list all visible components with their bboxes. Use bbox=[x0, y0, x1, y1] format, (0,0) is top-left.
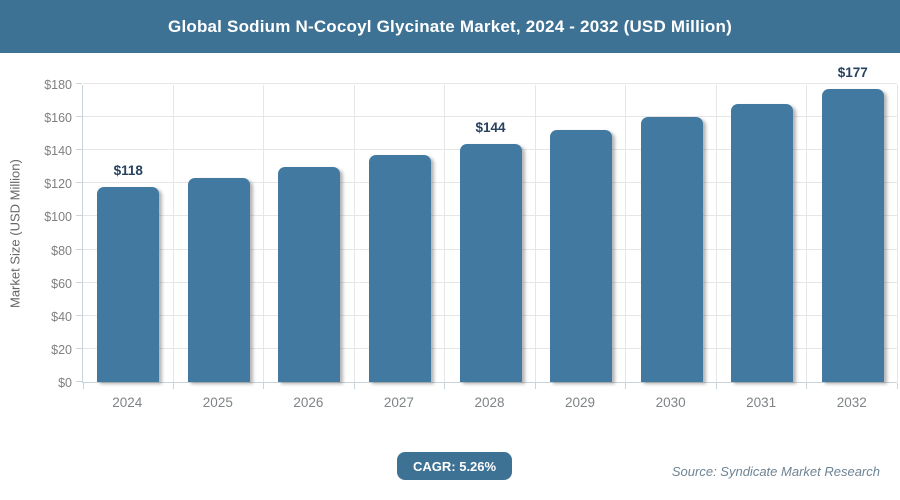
bar-2028 bbox=[459, 143, 522, 382]
gridline-vertical bbox=[172, 85, 174, 382]
cagr-label: CAGR: 5.26% bbox=[413, 458, 497, 474]
x-label-2025: 2025 bbox=[202, 395, 233, 410]
plot-area: $118 $144 $177 bbox=[76, 65, 898, 389]
gridline-horizontal bbox=[83, 83, 897, 84]
gridline-vertical bbox=[625, 85, 627, 382]
x-label-2032: 2032 bbox=[836, 395, 867, 410]
x-tick-mark bbox=[625, 383, 627, 389]
gridline-vertical bbox=[806, 85, 808, 382]
gridline-vertical bbox=[353, 85, 355, 382]
x-label-2026: 2026 bbox=[293, 395, 324, 410]
bar-2032 bbox=[821, 88, 884, 382]
y-tick-mark bbox=[76, 182, 82, 184]
y-tick-mark bbox=[76, 281, 82, 283]
gridline-vertical bbox=[715, 85, 717, 382]
bar-2030 bbox=[640, 117, 703, 382]
chart-title-bar: Global Sodium N-Cocoyl Glycinate Market,… bbox=[0, 0, 900, 53]
x-tick-mark bbox=[897, 383, 898, 389]
x-axis-labels: 2024 2025 2026 2027 2028 2029 2030 2031 2032 bbox=[82, 395, 897, 413]
y-tick-label-120: $120 bbox=[44, 177, 72, 192]
x-label-2029: 2029 bbox=[565, 395, 596, 410]
gridline-vertical bbox=[534, 85, 536, 382]
bar-2025 bbox=[187, 178, 250, 382]
y-tick-label-140: $140 bbox=[44, 144, 72, 159]
gridline-vertical bbox=[444, 85, 446, 382]
x-tick-mark bbox=[83, 383, 84, 389]
y-tick-label-60: $60 bbox=[51, 276, 72, 291]
y-tick-label-160: $160 bbox=[44, 111, 72, 126]
y-axis-tick-labels: $0 $20 $40 $60 $80 $100 $120 $140 $160 $180 bbox=[0, 78, 72, 390]
bar-2031 bbox=[731, 103, 794, 382]
y-tick-label-180: $180 bbox=[44, 78, 72, 92]
x-tick-mark bbox=[353, 383, 355, 389]
gridline-vertical bbox=[263, 85, 265, 382]
bar-2027 bbox=[368, 155, 431, 382]
y-tick-mark bbox=[76, 248, 82, 250]
y-tick-mark bbox=[76, 149, 82, 151]
page-title: Global Sodium N-Cocoyl Glycinate Market,… bbox=[168, 16, 732, 36]
y-tick-label-80: $80 bbox=[51, 243, 72, 258]
data-label-2024: $118 bbox=[113, 162, 143, 178]
x-label-2028: 2028 bbox=[474, 395, 505, 410]
x-label-2030: 2030 bbox=[655, 395, 686, 410]
bar-2029 bbox=[550, 130, 613, 382]
gridline-horizontal bbox=[83, 116, 897, 118]
cagr-badge: CAGR: 5.26% bbox=[397, 452, 513, 480]
x-tick-mark bbox=[444, 383, 446, 389]
x-label-2024: 2024 bbox=[112, 395, 143, 410]
data-label-2032: $177 bbox=[837, 64, 868, 80]
x-label-2031: 2031 bbox=[746, 395, 777, 410]
y-tick-label-40: $40 bbox=[51, 309, 72, 324]
y-tick-mark bbox=[76, 314, 82, 316]
y-tick-mark bbox=[76, 215, 82, 217]
x-tick-mark bbox=[172, 383, 174, 389]
x-tick-mark bbox=[715, 383, 717, 389]
y-tick-mark bbox=[76, 381, 82, 382]
y-tick-mark bbox=[76, 347, 82, 349]
source-text: Source: Syndicate Market Research bbox=[671, 464, 880, 479]
y-tick-mark bbox=[76, 116, 82, 118]
gridline-vertical bbox=[897, 85, 898, 382]
x-label-2027: 2027 bbox=[383, 395, 414, 410]
x-tick-mark bbox=[806, 383, 808, 389]
x-tick-mark bbox=[263, 383, 265, 389]
data-label-2028: $144 bbox=[475, 119, 506, 135]
y-tick-label-20: $20 bbox=[51, 342, 72, 357]
bar-2026 bbox=[278, 166, 341, 382]
y-tick-label-0: $0 bbox=[58, 376, 72, 390]
y-tick-mark bbox=[76, 83, 82, 84]
y-tick-label-100: $100 bbox=[44, 210, 72, 225]
bar-2024 bbox=[97, 186, 160, 382]
x-tick-mark bbox=[534, 383, 536, 389]
